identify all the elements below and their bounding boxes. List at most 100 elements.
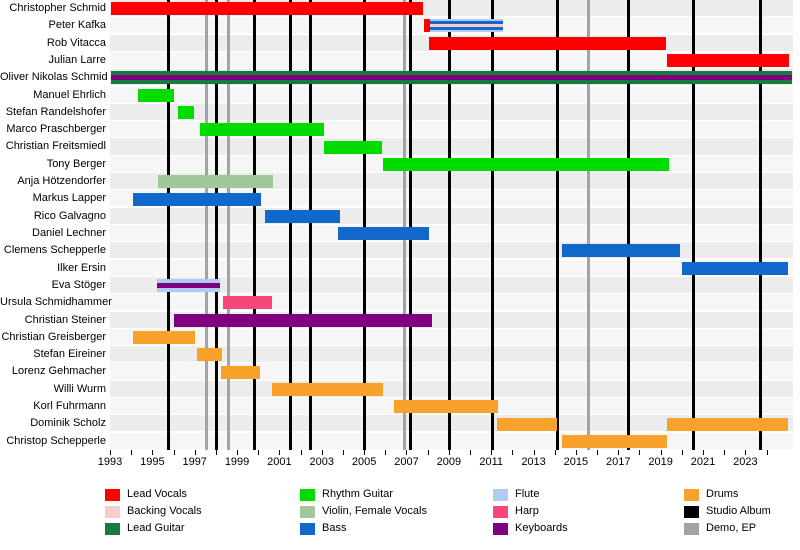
legend-label: Backing Vocals	[127, 505, 202, 517]
role-bar-drums	[133, 331, 195, 344]
legend-swatch-drums	[684, 489, 699, 501]
axis-tick	[215, 450, 217, 455]
member-label: Stefan Eireiner	[33, 348, 106, 361]
studio-album-line	[556, 0, 560, 450]
legend-swatch-lead-vocals	[105, 489, 120, 501]
legend-label: Demo, EP	[706, 522, 757, 534]
member-label: Christian Steiner	[24, 313, 106, 326]
member-label: Willi Wurm	[53, 382, 106, 395]
axis-tick	[427, 450, 429, 455]
axis-tick	[639, 450, 641, 455]
axis-tick-label: 2015	[563, 456, 589, 468]
axis-tick-label: 2011	[479, 456, 504, 468]
axis-tick-label: 2005	[351, 456, 377, 468]
member-row-background	[110, 380, 793, 397]
role-bar-harp	[223, 296, 272, 310]
axis-tick	[110, 450, 111, 455]
axis-tick	[406, 450, 408, 455]
member-label: Marco Praschberger	[6, 123, 106, 136]
axis-tick-label: 2007	[394, 456, 419, 468]
role-bar-rhythm-guitar	[137, 88, 174, 102]
role-bar-drums	[666, 417, 788, 431]
member-label: Oliver Nikolas Schmid	[0, 71, 108, 84]
member-label: Rico Galvagno	[33, 209, 106, 222]
member-label: Manuel Ehrlich	[33, 88, 106, 101]
member-label: Christop Schepperle	[6, 434, 106, 447]
member-label: Ilker Ersin	[57, 261, 106, 274]
member-row-background	[110, 190, 793, 207]
demo-ep-line	[204, 0, 208, 450]
axis-tick	[724, 450, 726, 455]
legend-label: Violin, Female Vocals	[322, 505, 427, 517]
role-bar-drums	[272, 382, 384, 396]
role-bar-drums	[221, 365, 261, 379]
member-label: Tony Berger	[46, 157, 106, 170]
axis-tick	[448, 450, 450, 455]
member-row-background	[110, 363, 793, 380]
axis-tick-label: 2023	[733, 456, 758, 468]
axis-tick	[554, 450, 556, 455]
axis-tick	[279, 450, 281, 455]
axis-tick-label: 2017	[606, 456, 631, 468]
studio-album-line	[490, 0, 494, 450]
demo-ep-line	[402, 0, 406, 450]
axis-tick	[491, 450, 493, 455]
axis-tick-label: 2009	[436, 456, 462, 468]
member-row-background	[110, 207, 793, 224]
member-label: Lorenz Gehmacher	[11, 365, 106, 378]
role-bar-drums	[562, 434, 667, 448]
demo-ep-line	[227, 0, 231, 450]
axis-tick-label: 2021	[690, 456, 716, 468]
role-bar-drums	[496, 417, 557, 431]
member-row-background	[110, 86, 793, 103]
axis-tick-label: 2001	[267, 456, 292, 468]
axis-tick-label: 1993	[97, 456, 123, 468]
axis-tick	[575, 450, 577, 455]
legend-swatch-keyboards	[493, 523, 508, 535]
legend-swatch-backing-vocals	[105, 506, 120, 518]
role-bar-drums	[196, 348, 223, 362]
studio-album-line	[252, 0, 256, 450]
axis-tick	[681, 450, 683, 455]
axis-tick-label: 2019	[648, 456, 673, 468]
member-label: Clemens Schepperle	[3, 244, 106, 257]
role-bar-keyboards	[156, 283, 221, 289]
axis-tick	[745, 450, 747, 455]
axis-tick	[618, 450, 620, 455]
member-row-background	[110, 225, 793, 242]
legend-swatch-lead-guitar	[105, 523, 120, 535]
role-bar-rhythm-guitar	[323, 140, 383, 154]
member-label: Peter Kafka	[48, 19, 106, 32]
legend-swatch-studio-album	[684, 506, 699, 518]
member-label: Markus Lapper	[32, 192, 106, 205]
axis-tick-label: 2013	[521, 456, 546, 468]
studio-album-line	[166, 0, 170, 450]
role-bar-bass	[133, 192, 262, 206]
legend-swatch-demo-ep	[684, 523, 699, 535]
member-label: Eva Stöger	[51, 278, 106, 291]
axis-tick	[152, 450, 154, 455]
member-label: Julian Larre	[48, 53, 106, 66]
studio-album-line	[448, 0, 452, 450]
member-row-background	[110, 346, 793, 363]
role-bar-bass	[681, 261, 788, 275]
legend-swatch-violin-female-vocals	[300, 506, 315, 518]
role-bar-keyboards	[173, 313, 432, 327]
member-row-background	[110, 328, 793, 345]
legend-label: Flute	[515, 488, 540, 500]
axis-tick	[173, 450, 175, 455]
legend-label: Lead Guitar	[127, 522, 185, 534]
studio-album-line	[758, 0, 762, 450]
member-row-background	[110, 276, 793, 294]
member-row-background	[110, 432, 793, 449]
legend-swatch-harp	[493, 506, 508, 518]
legend-label: Drums	[706, 488, 739, 500]
legend-label: Harp	[515, 505, 539, 517]
axis-tick	[702, 450, 704, 455]
member-row-background	[110, 51, 793, 69]
member-label: Ursula Schmidhammer	[0, 296, 112, 309]
member-row-background	[110, 103, 793, 120]
role-bar-bass	[264, 209, 340, 223]
member-label: Christian Greisberger	[1, 330, 106, 343]
